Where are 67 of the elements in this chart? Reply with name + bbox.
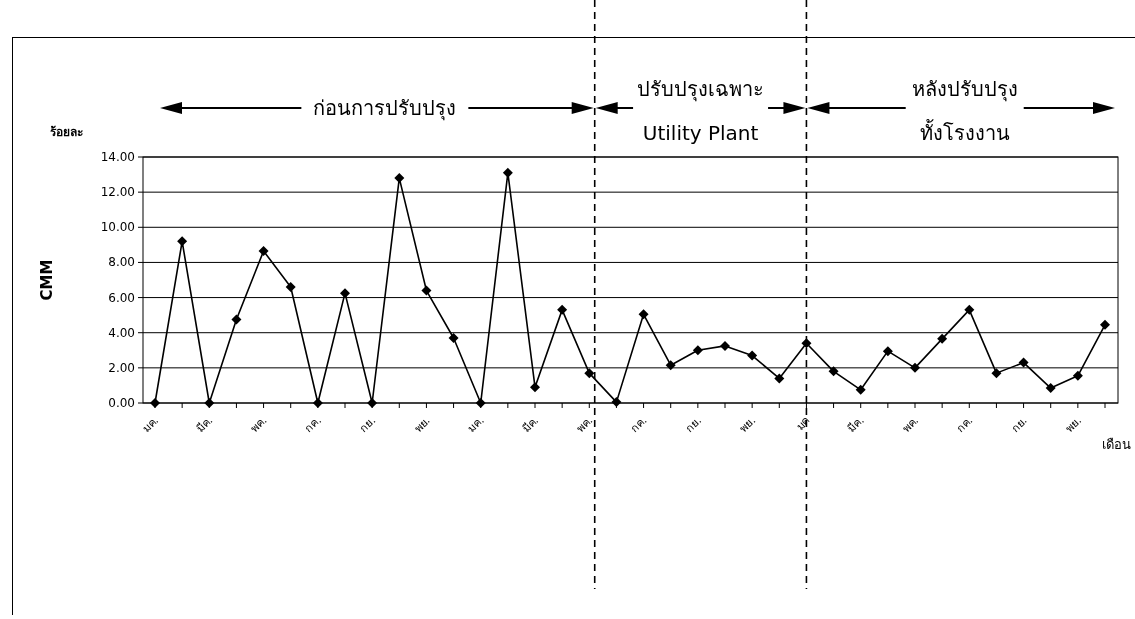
point <box>502 167 513 178</box>
y-tick-label: 4.00 <box>108 325 135 340</box>
text: หลังปรับปรุง <box>911 77 1018 102</box>
x-tick-label: กย. <box>357 413 379 435</box>
x-tick-label: พค. <box>573 413 596 436</box>
y-tick-label: 6.00 <box>108 290 135 305</box>
point <box>285 282 296 293</box>
x-tick-label: พค. <box>248 413 270 436</box>
point <box>801 338 812 349</box>
point <box>910 362 920 373</box>
point <box>1045 383 1056 394</box>
point <box>1018 357 1029 368</box>
point <box>231 314 242 325</box>
x-tick-label: มีค. <box>519 413 542 436</box>
point <box>584 368 595 379</box>
point <box>882 346 893 357</box>
text: ก่อนการปรับปรุง <box>313 96 457 121</box>
text: Utility Plant <box>642 121 759 145</box>
point <box>692 345 703 356</box>
y-tick-label: 0.00 <box>108 396 135 410</box>
y-tick-label: 14.00 <box>100 150 135 164</box>
text: ทั้งโรงงาน <box>919 119 1010 145</box>
point <box>475 398 486 408</box>
point <box>747 350 758 361</box>
point <box>1072 370 1083 381</box>
x-tick-label: พย. <box>1063 413 1084 435</box>
point <box>530 382 540 393</box>
x-tick-label: มค. <box>465 413 487 436</box>
x-tick-label: มีค. <box>845 413 867 436</box>
x-tick-label: กค. <box>953 413 976 436</box>
x-tick-label: กย. <box>683 413 704 435</box>
point <box>855 384 866 395</box>
y-tick-label: 8.00 <box>108 255 135 270</box>
y-tick-label: 12.00 <box>100 185 135 200</box>
point <box>367 398 378 408</box>
point <box>774 373 785 384</box>
point <box>1100 319 1110 330</box>
x-tick-label: พค. <box>899 413 922 436</box>
x-tick-label: มีค. <box>193 413 216 436</box>
x-tick-label: พย. <box>411 413 433 435</box>
point <box>421 285 432 296</box>
point <box>665 360 676 371</box>
point <box>720 340 730 351</box>
x-tick-label: พย. <box>737 413 759 435</box>
point <box>991 368 1002 379</box>
point <box>177 236 188 247</box>
point <box>611 397 622 408</box>
y-tick-label: 2.00 <box>108 360 135 375</box>
x-axis-title: เดือน <box>1102 437 1131 452</box>
y-axis-title: CMM <box>38 259 56 301</box>
x-tick-label: กค. <box>302 413 324 436</box>
point <box>448 332 459 343</box>
text: ปรับปรุงเฉพาะ <box>637 77 765 102</box>
text: ร้อยละ <box>50 125 83 139</box>
point <box>258 246 269 257</box>
x-tick-label: มค. <box>139 413 162 436</box>
point <box>937 333 948 344</box>
point <box>638 309 649 320</box>
x-tick-label: กค. <box>628 413 650 436</box>
point <box>312 398 323 408</box>
point <box>964 304 975 315</box>
point <box>557 304 568 315</box>
y-tick-label: 10.00 <box>100 220 135 235</box>
x-tick-label: กย. <box>1008 413 1030 435</box>
x-tick-label: มค <box>793 413 813 434</box>
point <box>828 366 839 377</box>
point <box>204 398 215 408</box>
